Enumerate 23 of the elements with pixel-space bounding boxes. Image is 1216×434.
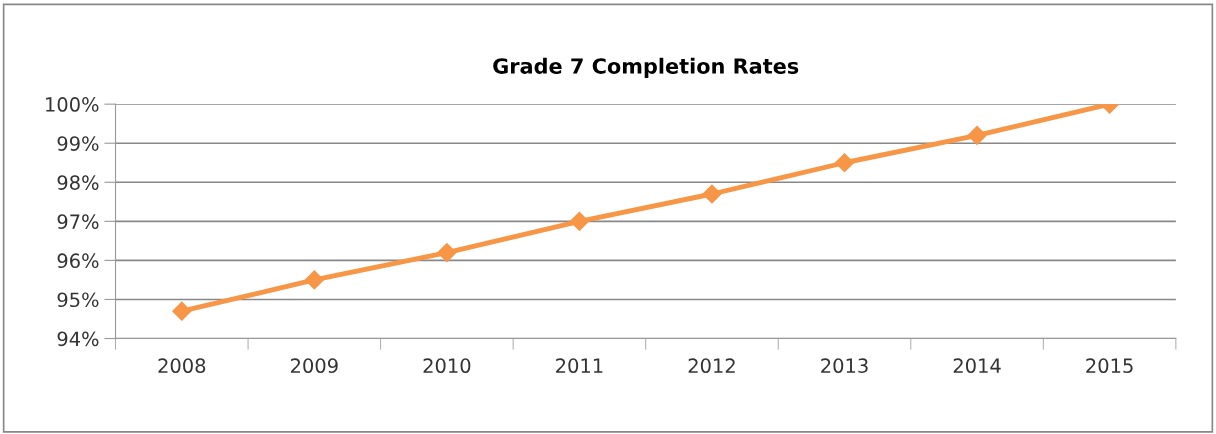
y-tick-label: 98% (57, 175, 99, 190)
x-tick-label: 2010 (423, 358, 471, 374)
x-tick-label: 2011 (556, 358, 603, 374)
point (437, 243, 457, 263)
x-tick-label: 2009 (291, 358, 338, 374)
point (967, 125, 987, 145)
x-tick-label: 2015 (1086, 358, 1133, 374)
x-tick-label: 2013 (821, 358, 868, 374)
x-tick-label: 2008 (158, 358, 206, 374)
point (834, 153, 855, 173)
y-tick-label: 99% (57, 136, 99, 151)
point (304, 270, 324, 290)
x-tick-label: 2014 (953, 358, 1001, 374)
point (702, 184, 722, 204)
point (569, 211, 589, 231)
chart-title: Grade 7 Completion Rates (493, 57, 799, 78)
y-tick-label: 96% (57, 253, 99, 269)
y-tick-label: 94% (57, 331, 99, 347)
y-tick-label: 97% (57, 214, 99, 229)
point (172, 301, 192, 321)
y-tick-label: 95% (57, 292, 99, 308)
x-tick-label: 2012 (688, 358, 735, 374)
y-tick-label: 100% (46, 97, 99, 112)
